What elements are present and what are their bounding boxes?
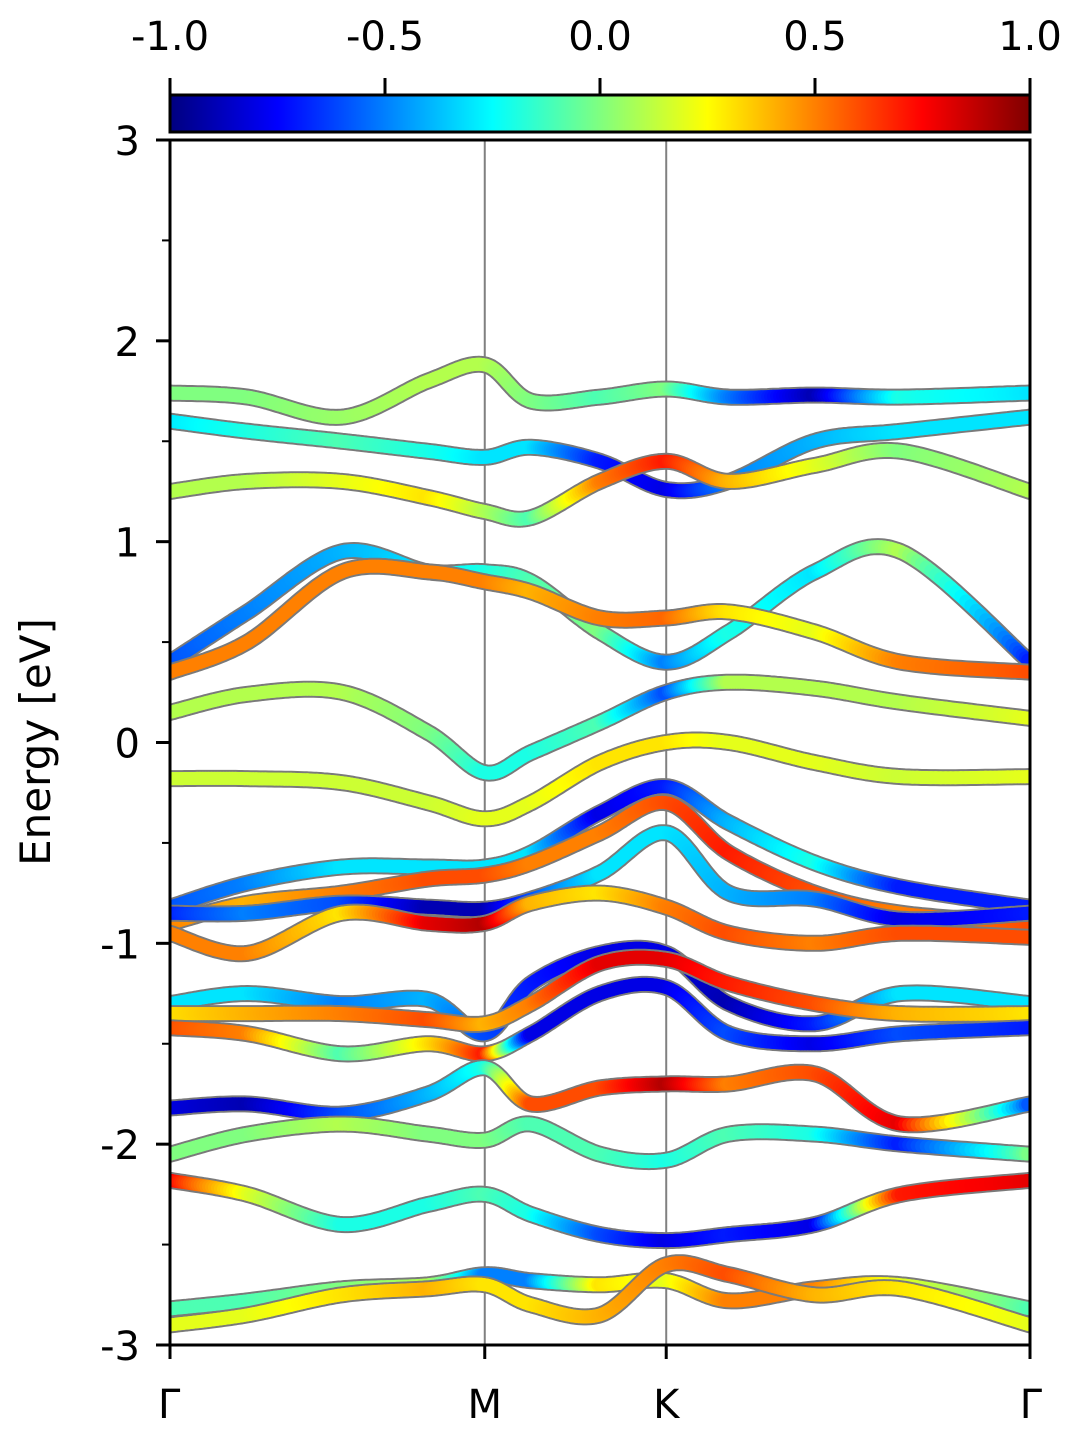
colorbar: -1.0 -0.5 0.0 0.5 1.0 <box>131 14 1062 134</box>
colorbar-tick-label: -1.0 <box>131 14 209 60</box>
colorbar-tick-label: 0.5 <box>783 14 847 60</box>
band <box>170 673 1030 782</box>
bands <box>170 355 1030 1334</box>
colorbar-tick-label: 0.0 <box>568 14 632 60</box>
colorbar-tick-label: -0.5 <box>346 14 424 60</box>
band <box>170 408 1030 500</box>
band <box>170 557 1030 681</box>
band <box>170 355 1030 426</box>
colorbar-gradient <box>168 93 1032 134</box>
band <box>170 441 1030 528</box>
colorbar-ticks <box>168 78 1032 95</box>
colorbar-tick-labels: -1.0 -0.5 0.0 0.5 1.0 <box>131 14 1062 60</box>
band <box>170 731 1030 828</box>
plot-background <box>170 140 1030 1345</box>
colorbar-tick-label: 1.0 <box>998 14 1062 60</box>
